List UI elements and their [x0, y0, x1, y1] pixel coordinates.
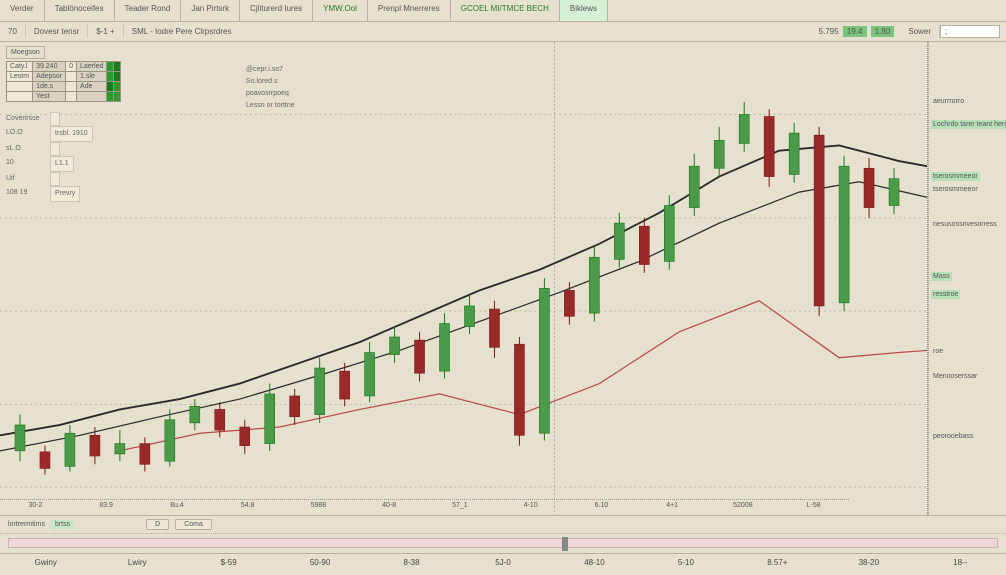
search-label: Sower — [900, 25, 940, 38]
price-label: Menooserssar — [931, 372, 979, 381]
sub-toolbar: 70 Dovesr tensr $-1 + SML - Iodre Pere C… — [0, 22, 1006, 42]
price-label: tserosmmeeor — [931, 172, 980, 181]
panel-list: CovenrsseLO.Otrsbl. 1910sL.O10L1.1Uif108… — [6, 112, 336, 202]
bottom-badge: brtss — [51, 520, 74, 529]
tab[interactable]: Cjliturerd Iures — [240, 0, 313, 21]
subbar-left2[interactable]: Dovesr tensr — [26, 25, 88, 38]
panel-notes: @cepr.i.so7So.lored.spoavosrrpoeqLessn o… — [246, 64, 295, 112]
price-label: Mass — [931, 272, 952, 281]
price-label: aeurrrorro — [931, 97, 966, 106]
time-slider[interactable] — [8, 538, 998, 548]
slider-knob[interactable] — [562, 537, 568, 551]
bottom-btn-2[interactable]: Coma — [175, 519, 212, 530]
price-axis: aeurrrorro Lochrdo tarer teant herdnerar t… — [928, 42, 1006, 515]
quote-change2: 1.80 — [871, 26, 895, 37]
top-tab-bar: VerderTablönoceifesTeader RondJan Pirtsr… — [0, 0, 1006, 22]
tab[interactable]: YMW.Ool — [313, 0, 368, 21]
tab[interactable]: Jan Pirtsrk — [181, 0, 240, 21]
price-label: roe — [931, 347, 945, 356]
panel-title: Moegson — [6, 46, 45, 59]
time-slider-track — [0, 534, 1006, 552]
search-input[interactable]: ; — [940, 25, 1000, 38]
bottom-btn-1[interactable]: D — [146, 519, 169, 530]
price-label: peorooebass — [931, 432, 975, 441]
subbar-left1[interactable]: 70 — [0, 25, 26, 38]
subbar-left3[interactable]: $-1 + — [88, 25, 123, 38]
tab[interactable]: GCOEL MI/TMCE BECH — [451, 0, 560, 21]
bottom-controls: lortrermtims brtss D Coma — [0, 516, 1006, 534]
tab[interactable]: Tablönoceifes — [45, 0, 115, 21]
price-label: resstroe — [931, 290, 960, 299]
tab[interactable]: Biklews — [560, 0, 608, 21]
price-label: nesusossnvesorress — [931, 220, 999, 229]
tab[interactable]: Teader Rond — [115, 0, 182, 21]
x-axis: 30-283.98u.454.8598840-857_14-106.104+15… — [0, 499, 849, 515]
side-panel: Moegson Caty.l39.2400Laerled LestmAdepso… — [6, 46, 336, 202]
quote-change1: 19.4 — [843, 26, 867, 37]
quote-value: 5.795 — [819, 27, 839, 36]
bottom-strip: lortrermtims brtss D Coma — [0, 515, 1006, 553]
tab[interactable]: Prenpl Mnerreres — [368, 0, 451, 21]
ticker-title: SML - Iodre Pere Clrpsrdres — [124, 25, 813, 38]
bottom-info: lortrermtims — [8, 521, 45, 528]
tab[interactable]: Verder — [0, 0, 45, 21]
price-label: tserosmmeeor — [931, 185, 980, 194]
footer-axis: GwinyLwiry$-5950-908-385J-048-105-108.57… — [0, 553, 1006, 575]
panel-table: Caty.l39.2400Laerled LestmAdepsor1.sle 1… — [6, 61, 121, 102]
price-label: Lochrdo tarer teant herdnerar — [931, 120, 1006, 129]
quote-badge: 5.795 19.4 1.80 — [813, 25, 901, 38]
